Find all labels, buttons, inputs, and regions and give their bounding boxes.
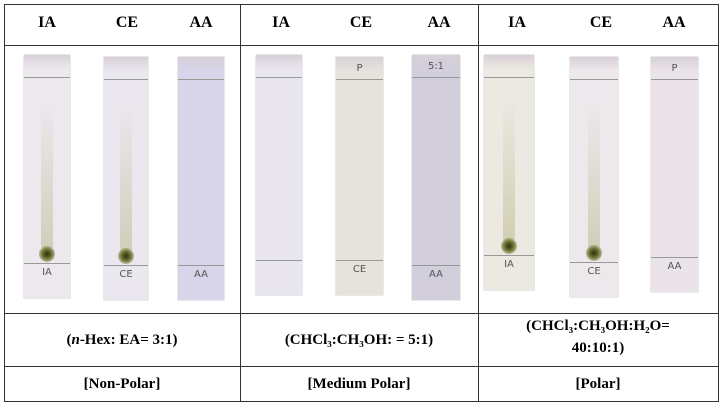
solvent-text: -Hex: EA= 3:1) bbox=[79, 332, 178, 348]
column-header: IA bbox=[272, 14, 290, 31]
plate-label: IA bbox=[42, 267, 52, 278]
polarity-label: [Polar] bbox=[575, 376, 621, 392]
origin-line bbox=[484, 255, 534, 256]
solvent-system: (CHCl₃:CH₃OH: = 5:1) bbox=[240, 329, 478, 351]
plate-label: 5:1 bbox=[427, 61, 445, 72]
table-cell bbox=[478, 366, 719, 402]
sample-spot bbox=[586, 245, 602, 261]
sample-spot bbox=[118, 248, 134, 264]
column-header: AA bbox=[189, 14, 213, 31]
column-header: IA bbox=[38, 14, 56, 31]
column-header: CE bbox=[115, 14, 139, 31]
column-header: CE bbox=[349, 14, 373, 31]
column-header: AA bbox=[662, 14, 686, 31]
solvent-front bbox=[484, 77, 534, 78]
solvent-text: ( bbox=[66, 332, 72, 348]
plate-label: CE bbox=[352, 264, 367, 275]
plate-label: CE bbox=[119, 269, 133, 280]
solvent-text: 40:10:1) bbox=[571, 340, 625, 356]
solvent-text: n bbox=[71, 332, 80, 348]
tlc-plate: P AA bbox=[651, 57, 698, 292]
solvent-front bbox=[336, 79, 383, 80]
solvent-front bbox=[256, 77, 302, 78]
solvent-front bbox=[412, 77, 460, 78]
tlc-plate: P CE bbox=[336, 57, 383, 295]
origin-line bbox=[104, 265, 148, 266]
plate-label: CE bbox=[587, 266, 601, 277]
solvent-front bbox=[104, 79, 148, 80]
plate-label: P bbox=[671, 63, 678, 74]
sample-spot bbox=[501, 238, 517, 254]
tlc-plate: CE bbox=[570, 57, 618, 297]
solvent-system: (CHCl₃:CH₃OH:H₂O= 40:10:1) bbox=[478, 315, 718, 359]
sample-spot bbox=[39, 246, 55, 262]
plate-label: P bbox=[356, 63, 363, 74]
column-header: CE bbox=[589, 14, 613, 31]
origin-line bbox=[256, 260, 302, 261]
solvent-front bbox=[178, 79, 224, 80]
origin-line bbox=[24, 263, 70, 264]
plate-label: AA bbox=[667, 261, 682, 272]
solvent-front bbox=[651, 79, 698, 80]
solvent-system: (n-Hex: EA= 3:1) bbox=[4, 329, 240, 351]
streak bbox=[41, 102, 53, 248]
tlc-plate: AA bbox=[178, 57, 224, 300]
tlc-plate: 5:1 AA bbox=[412, 55, 460, 300]
polarity-label: [Medium Polar] bbox=[307, 376, 411, 392]
solvent-text: (CHCl₃:CH₃OH:H₂O= bbox=[526, 318, 670, 334]
column-header: AA bbox=[427, 14, 451, 31]
solvent-text: (CHCl₃:CH₃OH: = 5:1) bbox=[284, 332, 434, 348]
polarity-label: [Non-Polar] bbox=[83, 376, 161, 392]
tlc-plate bbox=[256, 55, 302, 295]
tlc-plate: IA bbox=[24, 55, 70, 298]
column-header: IA bbox=[508, 14, 526, 31]
plate-label: AA bbox=[194, 269, 208, 280]
tlc-plate: IA bbox=[484, 55, 534, 290]
streak bbox=[503, 99, 515, 240]
streak bbox=[120, 104, 132, 250]
streak bbox=[588, 103, 600, 247]
solvent-front bbox=[570, 79, 618, 80]
origin-line bbox=[336, 260, 383, 261]
solvent-front bbox=[24, 77, 70, 78]
origin-line bbox=[651, 257, 698, 258]
plate-label: AA bbox=[429, 269, 443, 280]
origin-line bbox=[570, 262, 618, 263]
plate-label: IA bbox=[504, 259, 514, 270]
tlc-plate: CE bbox=[104, 57, 148, 300]
origin-line bbox=[178, 265, 224, 266]
origin-line bbox=[412, 265, 460, 266]
